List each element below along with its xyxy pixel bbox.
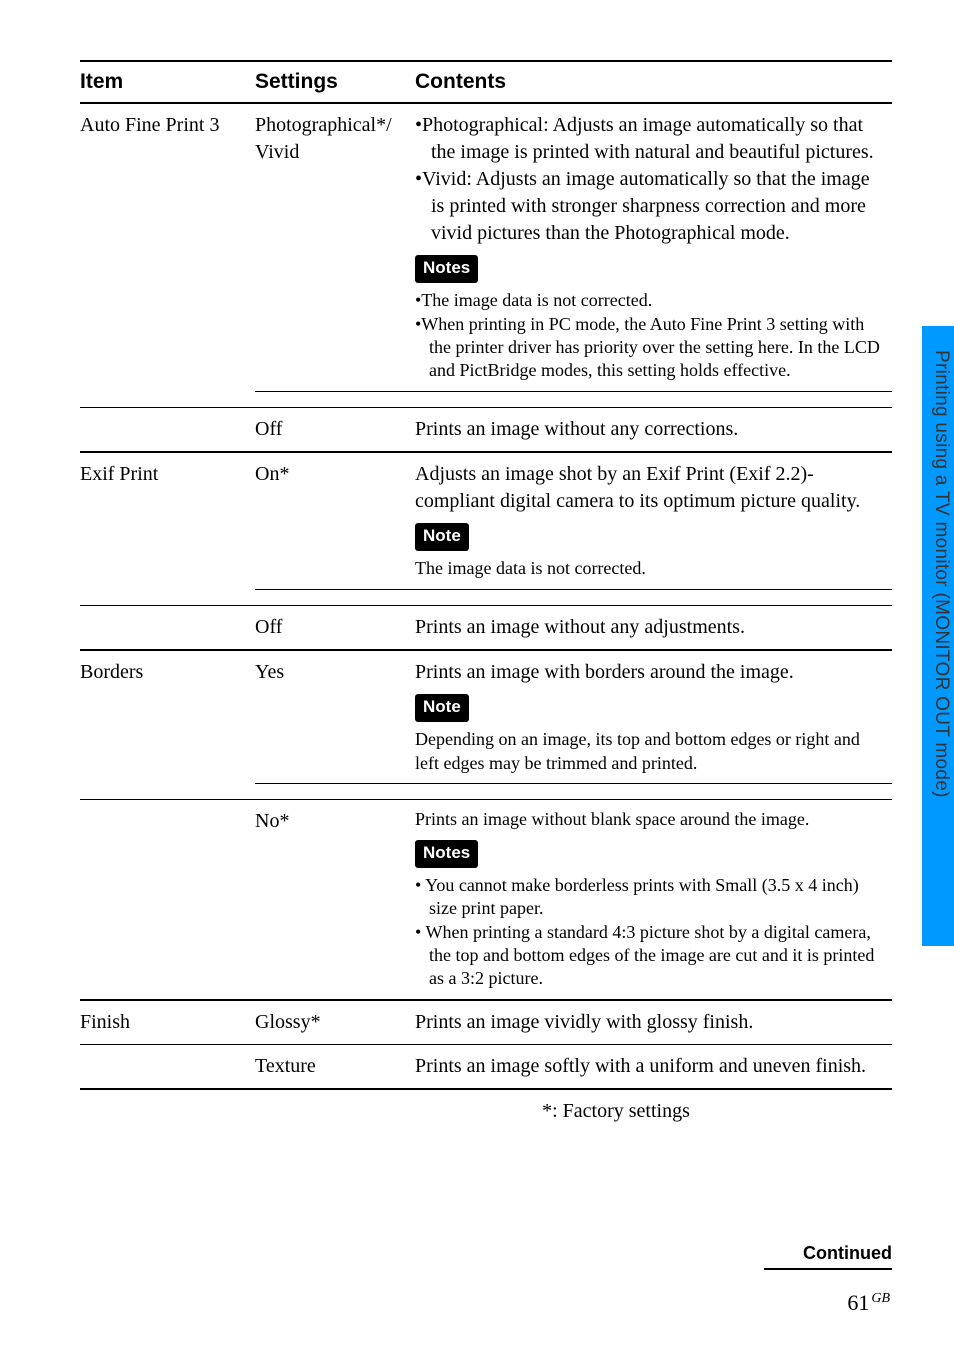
- factory-settings-note: *: Factory settings: [80, 1100, 892, 1123]
- setting-label: On*: [255, 452, 415, 589]
- page-number-value: 61: [847, 1290, 869, 1315]
- contents-cell: Prints an image without blank space arou…: [415, 800, 892, 1000]
- table-row: No* Prints an image without blank space …: [80, 800, 892, 1000]
- contents-cell: Prints an image without any adjustments.: [415, 606, 892, 651]
- table-row: Texture Prints an image softly with a un…: [80, 1044, 892, 1089]
- note-item: • You cannot make borderless prints with…: [415, 874, 886, 921]
- note-item: •The image data is not corrected.: [415, 289, 886, 312]
- table-row: Finish Glossy* Prints an image vividly w…: [80, 1000, 892, 1045]
- contents-text: Adjusts an image shot by an Exif Print (…: [415, 461, 886, 515]
- settings-table: Item Settings Contents Auto Fine Print 3…: [80, 60, 892, 1090]
- contents-cell: Prints an image without any corrections.: [415, 408, 892, 453]
- table-row: Off Prints an image without any adjustme…: [80, 606, 892, 651]
- header-contents: Contents: [415, 61, 892, 103]
- header-item: Item: [80, 61, 255, 103]
- contents-cell: Adjusts an image shot by an Exif Print (…: [415, 452, 892, 589]
- page: Printing using a TV monitor (MONITOR OUT…: [0, 0, 954, 1352]
- table-row: Exif Print On* Adjusts an image shot by …: [80, 452, 892, 589]
- item-label: Auto Fine Print 3: [80, 103, 255, 391]
- item-label: Finish: [80, 1000, 255, 1045]
- continued-label: Continued: [764, 1243, 892, 1270]
- contents-text: Prints an image with borders around the …: [415, 659, 886, 686]
- note-item: • When printing a standard 4:3 picture s…: [415, 921, 886, 991]
- item-label: Borders: [80, 650, 255, 783]
- note-text: Depending on an image, its top and botto…: [415, 728, 886, 775]
- note-text: The image data is not corrected.: [415, 557, 886, 580]
- note-badge: Note: [415, 694, 469, 722]
- setting-text: Vivid: [255, 141, 299, 163]
- bullet: •Vivid: Adjusts an image automatically s…: [415, 166, 886, 247]
- table-row: Off Prints an image without any correcti…: [80, 408, 892, 453]
- setting-label: No*: [255, 800, 415, 1000]
- table-row: Borders Yes Prints an image with borders…: [80, 650, 892, 783]
- setting-text: Photographical*/: [255, 114, 392, 136]
- contents-text: Prints an image without blank space arou…: [415, 808, 886, 831]
- bullet: •Photographical: Adjusts an image automa…: [415, 112, 886, 166]
- note-badge: Note: [415, 523, 469, 551]
- setting-label: Off: [255, 606, 415, 651]
- contents-cell: •Photographical: Adjusts an image automa…: [415, 103, 892, 391]
- page-number: 61GB: [847, 1290, 890, 1316]
- setting-label: Off: [255, 408, 415, 453]
- header-settings: Settings: [255, 61, 415, 103]
- setting-label: Texture: [255, 1044, 415, 1089]
- side-text: Printing using a TV monitor (MONITOR OUT…: [930, 350, 952, 798]
- setting-label: Glossy*: [255, 1000, 415, 1045]
- table-row: Auto Fine Print 3 Photographical*/ Vivid…: [80, 103, 892, 391]
- item-label: Exif Print: [80, 452, 255, 589]
- setting-label: Yes: [255, 650, 415, 783]
- notes-badge: Notes: [415, 840, 478, 868]
- note-item: •When printing in PC mode, the Auto Fine…: [415, 313, 886, 383]
- notes-badge: Notes: [415, 255, 478, 283]
- contents-cell: Prints an image with borders around the …: [415, 650, 892, 783]
- contents-cell: Prints an image vividly with glossy fini…: [415, 1000, 892, 1045]
- setting-label: Photographical*/ Vivid: [255, 103, 415, 391]
- bullet-lead: •Photographical:: [415, 114, 549, 136]
- table-header-row: Item Settings Contents: [80, 61, 892, 103]
- contents-cell: Prints an image softly with a uniform an…: [415, 1044, 892, 1089]
- page-number-suffix: GB: [871, 1291, 890, 1306]
